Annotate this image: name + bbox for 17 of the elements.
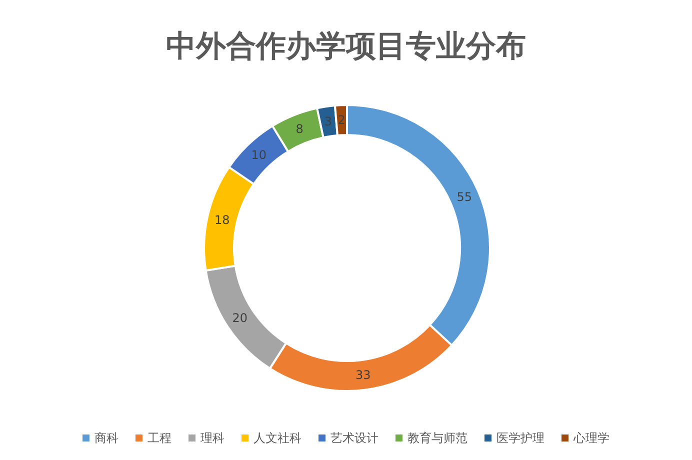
legend-label: 理科 bbox=[200, 431, 224, 445]
data-label: 33 bbox=[356, 368, 371, 382]
data-label: 3 bbox=[324, 114, 332, 128]
legend-label: 人文社科 bbox=[254, 431, 302, 445]
legend-label: 心理学 bbox=[572, 431, 610, 445]
data-label: 10 bbox=[251, 148, 267, 162]
legend-label: 工程 bbox=[148, 431, 172, 445]
data-label: 2 bbox=[338, 113, 346, 128]
data-label: 8 bbox=[296, 122, 304, 136]
legend-label: 商科 bbox=[94, 431, 118, 445]
legend-label: 教育与师范 bbox=[408, 431, 468, 445]
chart-title: 中外合作办学项目专业分布 bbox=[166, 29, 526, 64]
data-label: 18 bbox=[214, 212, 230, 227]
data-label: 20 bbox=[232, 311, 248, 326]
data-label: 55 bbox=[456, 190, 472, 204]
legend-label: 医学护理 bbox=[496, 431, 544, 445]
legend-label: 艺术设计 bbox=[330, 431, 378, 445]
